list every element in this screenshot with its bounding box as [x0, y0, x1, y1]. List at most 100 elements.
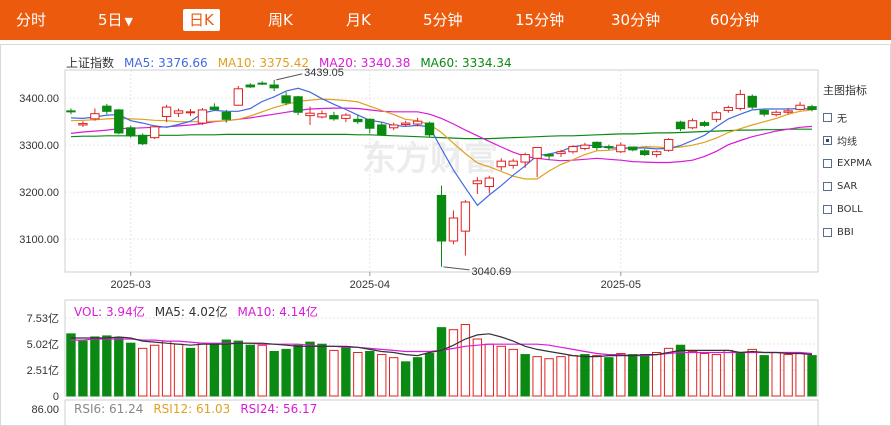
volume-bar [747, 348, 757, 397]
volume-bar [783, 354, 793, 397]
tab-5min[interactable]: 5分钟 [423, 11, 463, 29]
tab-monthly-k[interactable]: 月K [346, 11, 371, 29]
candle-body [520, 154, 530, 163]
candle-body [699, 122, 710, 126]
candle-body [448, 217, 459, 242]
volume-bar [604, 357, 614, 397]
candle-body [269, 84, 279, 89]
volume-bar [197, 342, 208, 397]
legend-vol-ma5: MA5: 4.02亿 [154, 305, 228, 319]
candle-body [281, 95, 291, 104]
indicator-option-none[interactable]: 无 [823, 106, 891, 129]
candle-body [114, 109, 124, 134]
candle-body [663, 139, 674, 151]
candle-body [711, 112, 722, 120]
volume-bar [735, 353, 745, 397]
volume-bar [149, 344, 160, 397]
indicator-option-bbi[interactable]: BBI [823, 221, 891, 244]
tab-15min[interactable]: 15分钟 [515, 11, 565, 29]
candle-body [735, 93, 745, 110]
candle-body [90, 113, 100, 120]
volume-bar [233, 340, 243, 397]
candle-body [173, 110, 184, 114]
candle-body [580, 144, 590, 149]
volume-bar [508, 348, 518, 397]
volume-bar [520, 354, 530, 397]
tab-60min[interactable]: 60分钟 [710, 11, 760, 29]
legend-rsi24: RSI24: 56.17 [240, 402, 318, 416]
candle-body [305, 112, 315, 117]
volume-bar [257, 344, 267, 397]
legend-rsi6: RSI6: 61.24 [74, 402, 144, 416]
indicator-option-boll[interactable]: BOLL [823, 198, 891, 221]
checkbox-icon [823, 205, 832, 214]
tab-timeshare[interactable]: 分时 [16, 11, 47, 29]
volume-bar [759, 355, 769, 397]
indicator-label: BOLL [837, 204, 863, 215]
legend-ma5: MA5: 3376.66 [124, 56, 208, 70]
candle-body [544, 154, 554, 157]
candle-body [592, 141, 602, 149]
main-y-tick-label: 3400.00 [19, 93, 59, 105]
volume-bar [448, 329, 459, 397]
indicator-option-ma[interactable]: 均线 [823, 129, 891, 152]
checkbox-icon [823, 159, 832, 168]
volume-bar [221, 339, 232, 397]
tab-weekly-k[interactable]: 周K [268, 11, 293, 29]
volume-bar [78, 340, 88, 397]
candle-body [484, 177, 494, 188]
candle-body [604, 146, 614, 149]
candle-body [640, 150, 650, 156]
main-panel-frame [64, 69, 819, 273]
candle-body [66, 110, 76, 113]
checkbox-icon [823, 228, 832, 237]
volume-bar [616, 353, 626, 397]
tab-5day[interactable]: 5日 ▼ [98, 8, 133, 32]
candle-body [616, 144, 626, 153]
candle-body [783, 110, 793, 113]
candle-body [472, 180, 483, 185]
candle-body [209, 106, 220, 110]
x-tick-label: 2025-05 [601, 279, 641, 291]
candle-body [747, 95, 757, 108]
tab-30min[interactable]: 30分钟 [611, 11, 661, 29]
x-tick-label: 2025-04 [350, 279, 390, 291]
candle-body [126, 127, 136, 137]
main-y-tick-label: 3300.00 [19, 140, 59, 152]
volume-bar [460, 324, 471, 397]
candle-body [317, 113, 327, 118]
indicator-option-expma[interactable]: EXPMA [823, 152, 891, 175]
candle-body [78, 123, 88, 126]
legend-vol-ma10: MA10: 4.14亿 [237, 305, 318, 319]
candle-body [365, 118, 375, 129]
candle-body [233, 88, 243, 106]
volume-bar [556, 356, 566, 397]
candle-body [149, 126, 160, 139]
indicator-option-sar[interactable]: SAR [823, 175, 891, 198]
volume-bar [161, 340, 172, 397]
volume-y-tick-label: 5.02亿 [27, 338, 59, 351]
volume-bar [209, 343, 220, 397]
volume-bar [353, 351, 363, 397]
tab-daily-k[interactable]: 日K [183, 9, 220, 31]
checkbox-icon [823, 113, 832, 122]
main-y-tick-label: 3100.00 [19, 234, 59, 246]
candle-body [723, 107, 734, 111]
volume-bar [544, 358, 554, 397]
candle-body [353, 118, 363, 123]
rsi-y-tick-label: 86.00 [31, 404, 59, 416]
period-tab-bar: 分时 5日 ▼ 日K 周K 月K 5分钟 15分钟 30分钟 60分钟 [0, 0, 891, 40]
candle-body [400, 122, 411, 125]
legend-index: 上证指数 [66, 56, 115, 70]
tab-5day-label: 5日 [98, 11, 123, 29]
candle-body [628, 146, 638, 151]
volume-y-tick-label: 2.51亿 [27, 364, 59, 377]
indicator-label: EXPMA [837, 158, 872, 169]
candle-body [508, 160, 518, 166]
candle-body [161, 106, 172, 118]
candle-body [245, 84, 255, 88]
volume-bar [126, 342, 136, 397]
legend-ma20: MA20: 3340.38 [319, 56, 411, 70]
volume-bar [496, 345, 506, 397]
